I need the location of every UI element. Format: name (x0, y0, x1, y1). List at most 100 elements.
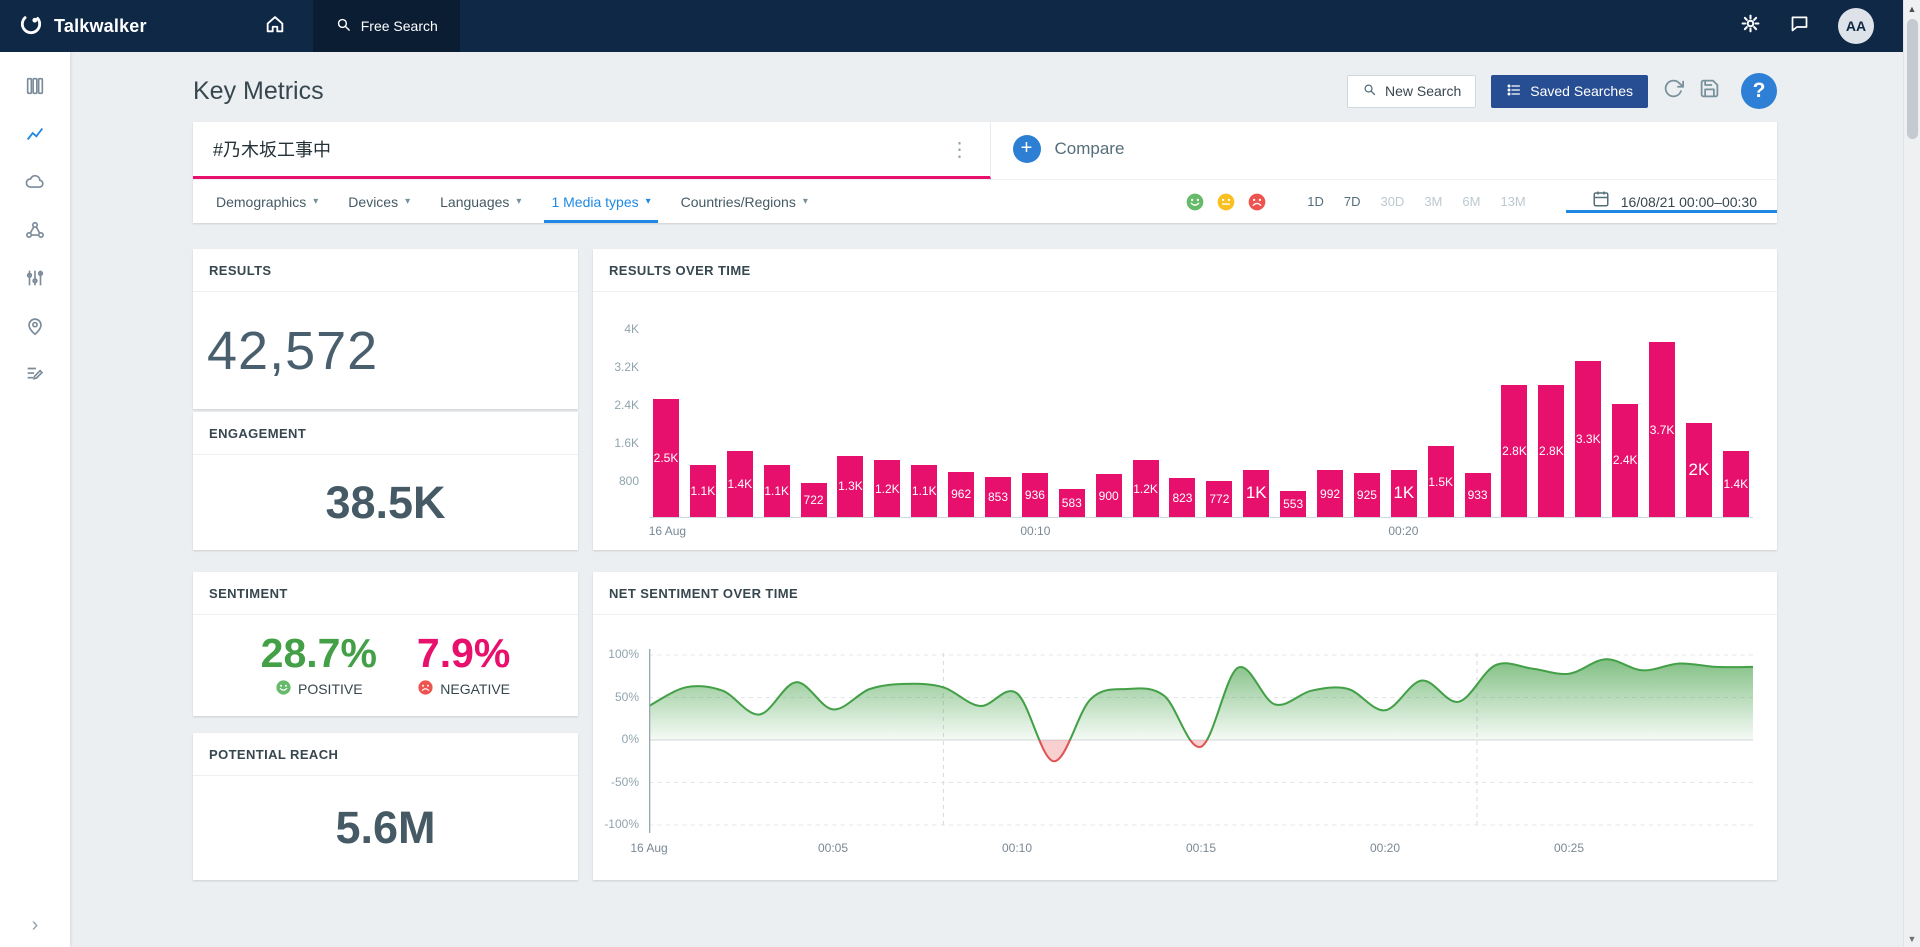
result-bar[interactable]: 1.2K (1132, 460, 1159, 517)
negative-sentiment-block: 7.9% NEGATIVE (417, 632, 510, 698)
result-bar[interactable]: 933 (1464, 472, 1491, 517)
result-bar[interactable]: 936 (1021, 472, 1048, 517)
talkwalker-logo[interactable]: Talkwalker (0, 11, 165, 42)
help-button[interactable]: ? (1741, 73, 1777, 109)
search-icon (1362, 82, 1377, 100)
scroll-down-arrow[interactable]: ▼ (1907, 933, 1917, 944)
save-button[interactable] (1699, 78, 1720, 104)
result-bar[interactable]: 1.3K (837, 455, 864, 517)
positive-sentiment-value: 28.7% (260, 630, 377, 677)
filter-menu-devices[interactable]: Devices ▾ (333, 180, 425, 223)
result-bar[interactable]: 2.5K (653, 398, 679, 517)
result-bar[interactable]: 3.3K (1575, 361, 1602, 517)
negative-sentiment-filter-icon[interactable] (1247, 192, 1267, 212)
sentiment-line-negative (1038, 740, 1209, 763)
main-area: Key Metrics New Search Saved Searches (70, 52, 1920, 947)
result-bar[interactable]: 772 (1206, 480, 1233, 517)
bar-chart-y-tick: 2.4K (614, 398, 639, 412)
compare-button[interactable]: + Compare (991, 122, 1778, 179)
negative-sentiment-value: 7.9% (416, 630, 511, 677)
time-range-13m[interactable]: 13M (1500, 194, 1526, 209)
sidebar-expand-button[interactable]: › (31, 914, 39, 936)
time-range-3m[interactable]: 3M (1424, 194, 1443, 209)
saved-searches-button[interactable]: Saved Searches (1491, 74, 1648, 108)
free-search-button[interactable]: Free Search (312, 0, 460, 52)
result-bar[interactable]: 853 (985, 476, 1012, 517)
scrollbar-thumb[interactable] (1906, 19, 1918, 139)
date-range-text: 16/08/21 00:00–00:30 (1620, 193, 1757, 210)
kebab-menu-icon[interactable]: ⋮ (949, 138, 970, 161)
filter-right: 1D 7D 30D 3M 6M 13M 16/08/21 00:00–00:30 (1185, 180, 1778, 223)
filter-menu-languages[interactable]: Languages ▾ (425, 180, 536, 223)
time-range-7d[interactable]: 7D (1343, 194, 1361, 209)
messages-button[interactable] (1789, 13, 1810, 39)
home-button[interactable] (245, 0, 305, 52)
result-bar[interactable]: 1.1K (911, 465, 938, 517)
result-bar[interactable]: 1.1K (689, 465, 716, 517)
result-bar[interactable]: 722 (800, 482, 827, 517)
result-bar[interactable]: 992 (1317, 470, 1344, 517)
refresh-button[interactable] (1663, 78, 1684, 104)
filter-menu-label: Languages (440, 193, 510, 210)
scroll-up-arrow[interactable]: ▲ (1907, 3, 1917, 14)
filter-menu-demographics[interactable]: Demographics ▾ (201, 180, 333, 223)
sidebar-item-influencers[interactable] (0, 208, 70, 256)
result-bar[interactable]: 1.2K (874, 460, 901, 517)
header-actions: New Search Saved Searches (1347, 73, 1777, 109)
line-chart-y-tick: -50% (610, 774, 639, 789)
filter-menu-countries-regions[interactable]: Countries/Regions ▾ (666, 180, 823, 223)
result-bar[interactable]: 1.4K (726, 450, 753, 517)
result-bar[interactable]: 1.4K (1722, 450, 1749, 517)
sentiment-card: SENTIMENT 28.7% POSITIVE (193, 572, 578, 716)
bar-chart-x-tick: 00:20 (1388, 524, 1419, 538)
result-bar[interactable]: 3.7K (1649, 342, 1676, 517)
date-range-picker[interactable]: 16/08/21 00:00–00:30 (1565, 190, 1778, 213)
user-avatar[interactable]: AA (1838, 8, 1874, 44)
result-bar[interactable]: 2.8K (1501, 384, 1528, 517)
bar-chart-x-tick: 00:10 (1020, 524, 1051, 538)
result-bar[interactable]: 962 (948, 471, 975, 517)
sidebar-item-word-cloud[interactable] (0, 160, 70, 208)
bar-value-label: 1.4K (1723, 476, 1749, 491)
result-bar[interactable]: 2.8K (1538, 384, 1565, 517)
neutral-sentiment-filter-icon[interactable] (1216, 192, 1236, 212)
result-bar[interactable]: 1.5K (1427, 446, 1454, 517)
calendar-icon (1592, 190, 1610, 213)
result-bar[interactable]: 1.1K (763, 465, 790, 517)
time-range-30d[interactable]: 30D (1380, 194, 1405, 209)
search-icon (335, 16, 352, 36)
new-search-button[interactable]: New Search (1347, 74, 1477, 108)
settings-button[interactable] (1740, 13, 1761, 39)
sidebar-item-conversations[interactable] (0, 352, 70, 400)
result-bar[interactable]: 823 (1169, 478, 1196, 517)
positive-label: POSITIVE (297, 680, 363, 697)
result-bar[interactable]: 2K (1685, 422, 1712, 517)
result-bar[interactable]: 1K (1243, 469, 1270, 517)
sidebar-item-demographics[interactable] (0, 256, 70, 304)
gear-icon (1740, 13, 1761, 39)
bar-value-label: 772 (1209, 491, 1230, 506)
question-mark-icon: ? (1752, 79, 1766, 102)
result-bar[interactable]: 900 (1095, 474, 1122, 517)
filter-menu-1-media-types[interactable]: 1 Media types ▾ (536, 180, 665, 223)
result-bar[interactable]: 583 (1058, 489, 1085, 517)
result-bar[interactable]: 553 (1280, 490, 1307, 517)
positive-sentiment-filter-icon[interactable] (1185, 192, 1205, 212)
results-bars: 2.5K 1.1K 1.4K 1.1K 722 1.3K 1.2K 1.1K 962 853 936… (649, 328, 1753, 518)
result-bar[interactable]: 1K (1390, 469, 1417, 517)
time-range-1d[interactable]: 1D (1307, 194, 1324, 209)
search-input[interactable]: #乃木坂工事中 ⋮ (193, 122, 991, 179)
sidebar: › (0, 52, 70, 947)
sidebar-item-performance[interactable] (0, 112, 70, 160)
result-bar[interactable]: 2.4K (1612, 403, 1639, 517)
sidebar-item-world-map[interactable] (0, 304, 70, 352)
bar-value-label: 992 (1320, 486, 1341, 501)
time-range-6m[interactable]: 6M (1462, 194, 1481, 209)
bar-chart-y-tick: 4K (624, 322, 639, 336)
page-scrollbar[interactable]: ▲ ▼ (1903, 0, 1920, 947)
results-over-time-card: RESULTS OVER TIME 800 1.6K 2.4K 3.2K 4K 2.5K… (593, 249, 1777, 550)
bar-value-label: 1.5K (1428, 474, 1454, 489)
sidebar-item-channels[interactable] (0, 64, 70, 112)
metrics-row-1: RESULTS 42,572 ENGAGEMENT 38.5K RESULTS … (193, 249, 1777, 550)
result-bar[interactable]: 925 (1353, 473, 1380, 517)
